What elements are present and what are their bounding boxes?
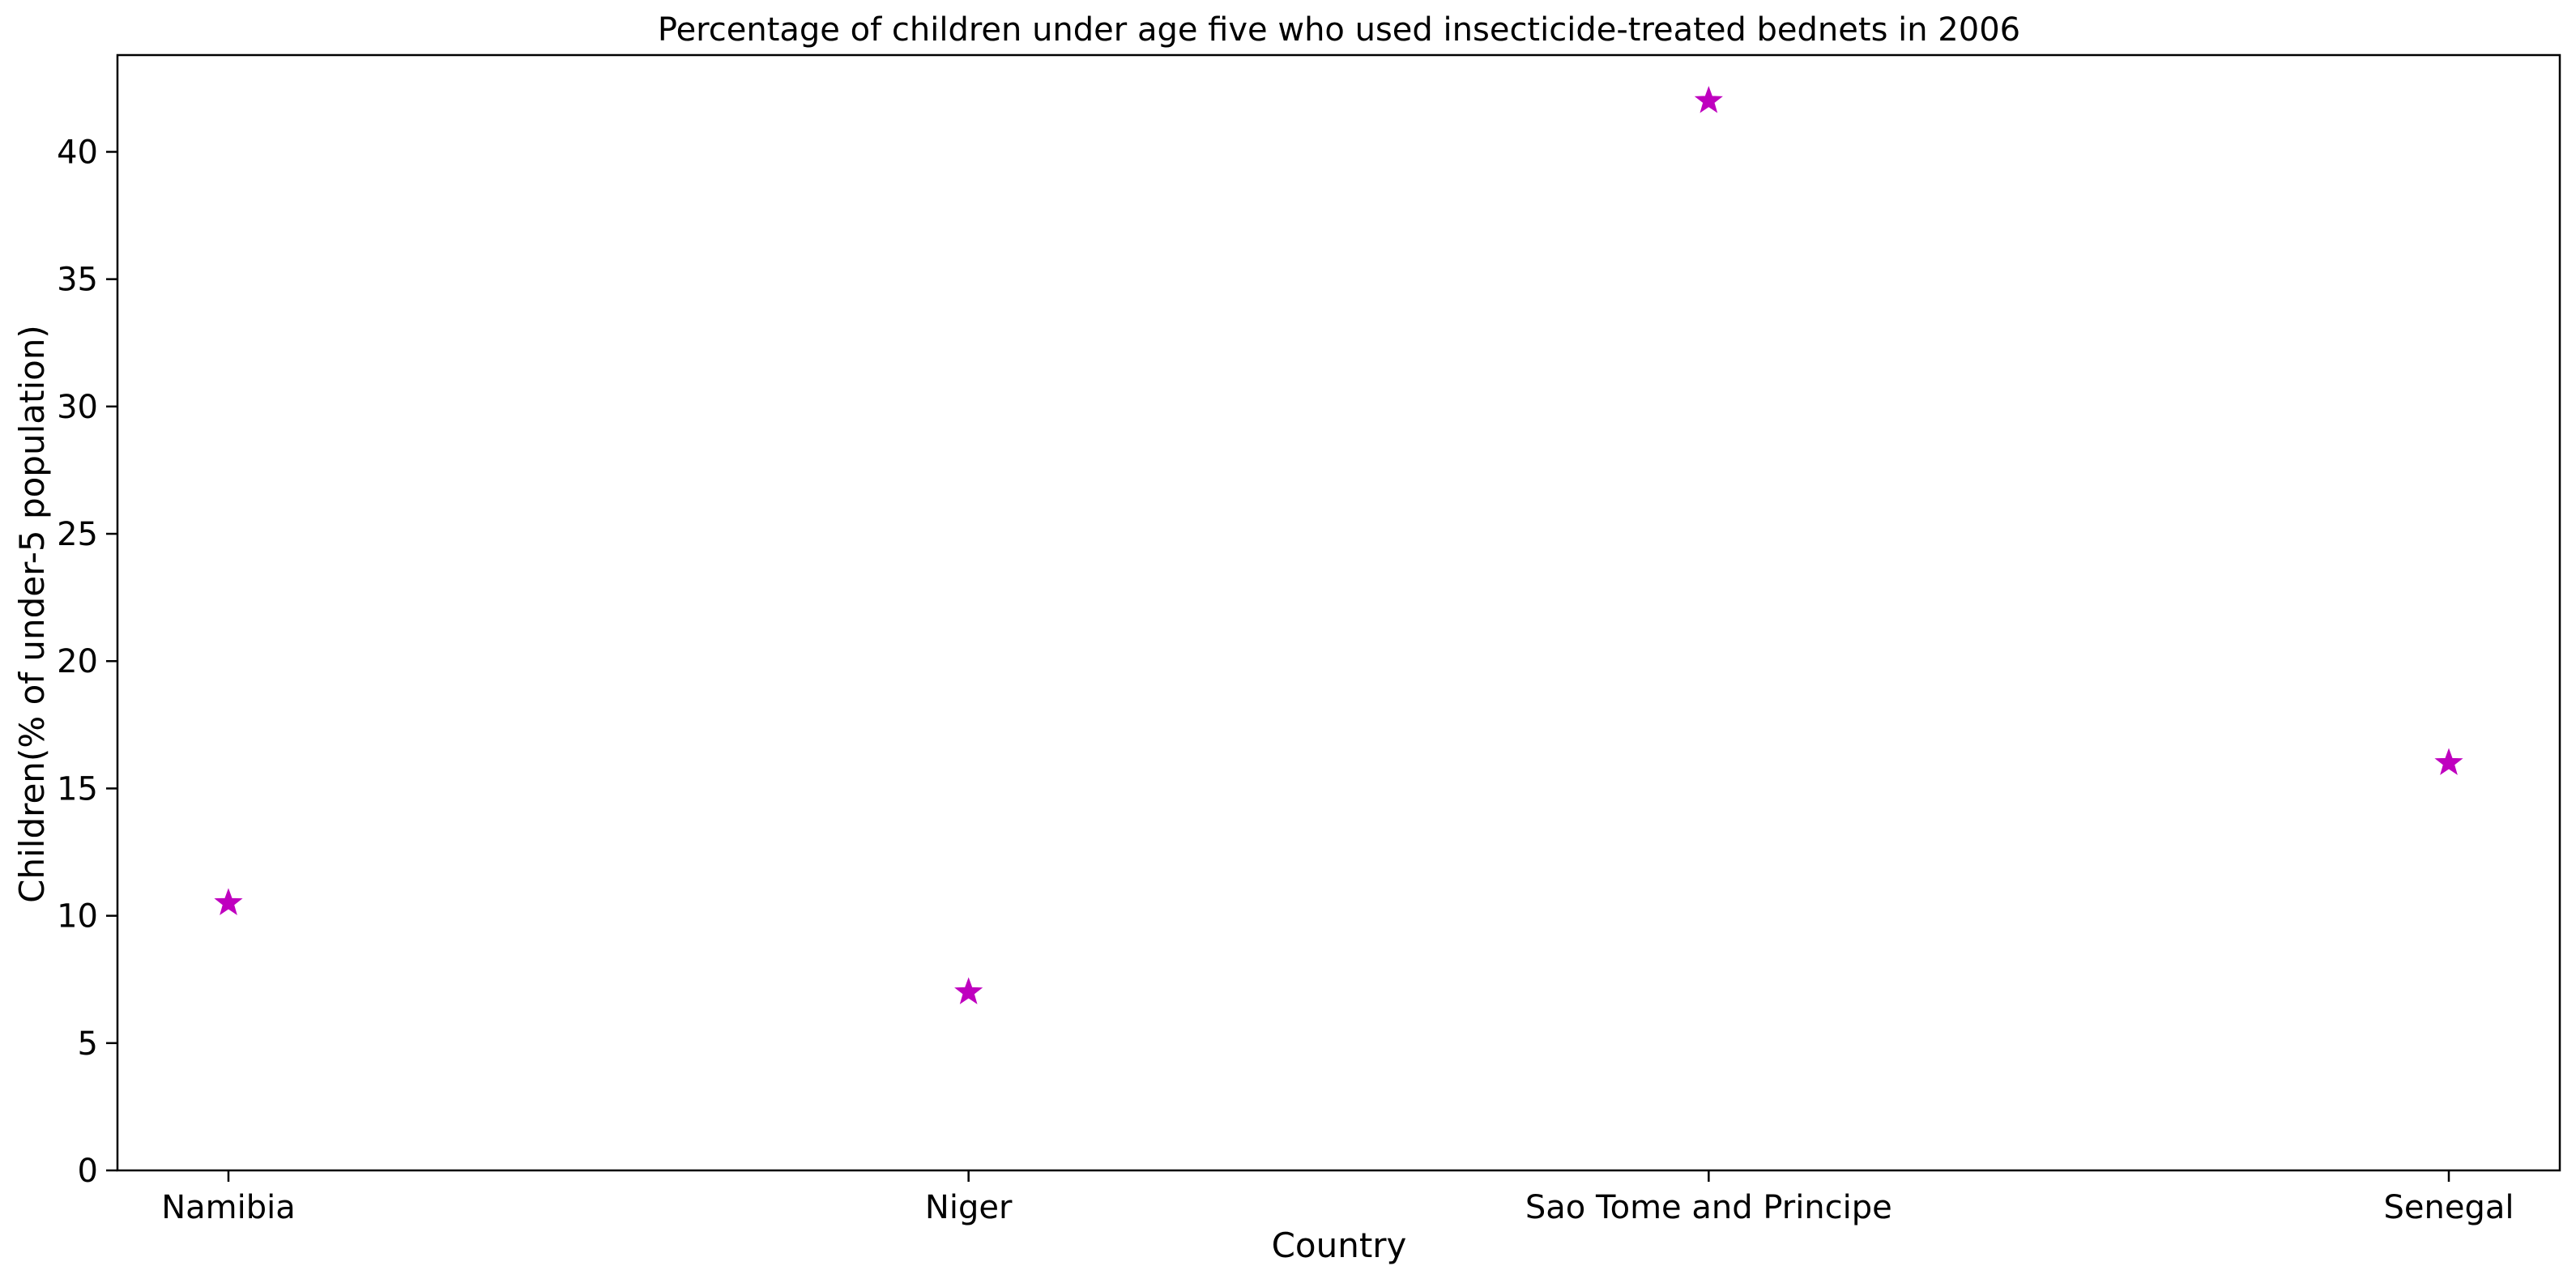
- plot-area-frame: [116, 53, 2561, 1172]
- y-tick-label: 30: [57, 389, 98, 426]
- x-tick-label: Sao Tome and Principe: [1525, 1189, 1892, 1226]
- data-points: [214, 86, 2463, 1004]
- y-tick-label: 25: [57, 516, 98, 553]
- x-tick-label: Namibia: [161, 1189, 296, 1226]
- data-point-star: [1694, 86, 1723, 113]
- chart-title: Percentage of children under age five wh…: [658, 11, 2020, 49]
- y-tick-label: 15: [57, 770, 98, 808]
- data-point-star: [954, 977, 983, 1004]
- x-tick-label: Niger: [925, 1189, 1013, 1226]
- y-tick-label: 5: [78, 1025, 98, 1063]
- y-axis-label: Children(% of under-5 population): [12, 325, 52, 903]
- y-tick-label: 10: [57, 898, 98, 936]
- y-tick-label: 40: [57, 134, 98, 171]
- ticks-layer: 0 5 10 15 20 25 30 35 40 Namibia Niger Sao Tome and…: [57, 134, 2514, 1226]
- x-tick-label: Senegal: [2384, 1189, 2514, 1226]
- data-point-star: [214, 888, 243, 915]
- data-point-star: [2434, 748, 2463, 775]
- y-tick-label: 20: [57, 643, 98, 680]
- y-tick-label: 0: [78, 1153, 98, 1190]
- y-tick-label: 35: [57, 262, 98, 299]
- x-axis-label: Country: [1272, 1225, 1407, 1265]
